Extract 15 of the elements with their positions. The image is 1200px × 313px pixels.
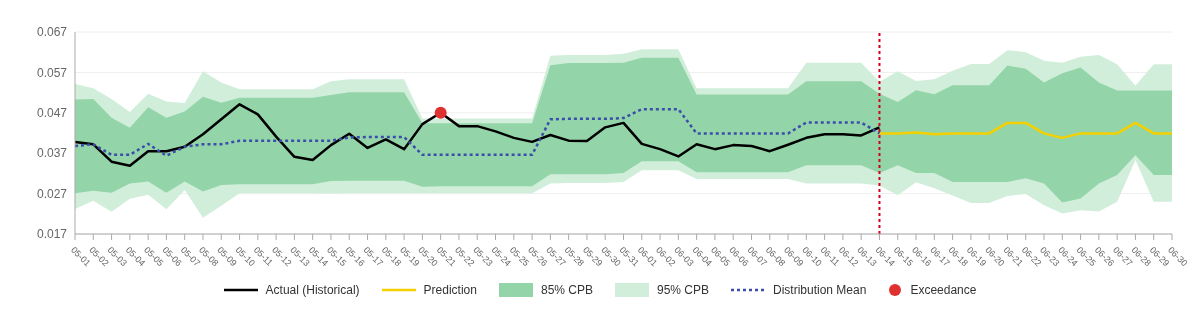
line-series [75,103,881,167]
line-series [878,121,1172,140]
legend-label: 85% CPB [540,283,593,297]
legend-label: Exceedance [910,283,977,297]
legend-label: Prediction [423,283,477,297]
y-tick-label: 0.037 [36,146,68,161]
y-tick-label: 0.057 [36,65,68,80]
y-tick-label: 0.027 [36,186,68,201]
y-tick-label: 0.047 [36,106,68,121]
line-series [75,107,881,157]
y-tick-label: 0.017 [36,227,68,242]
legend-label: Actual (Historical) [265,283,360,297]
y-tick-label: 0.067 [36,25,68,40]
legend-label: Distribution Mean [773,283,867,297]
legend-label: 95% CPB [656,283,710,297]
